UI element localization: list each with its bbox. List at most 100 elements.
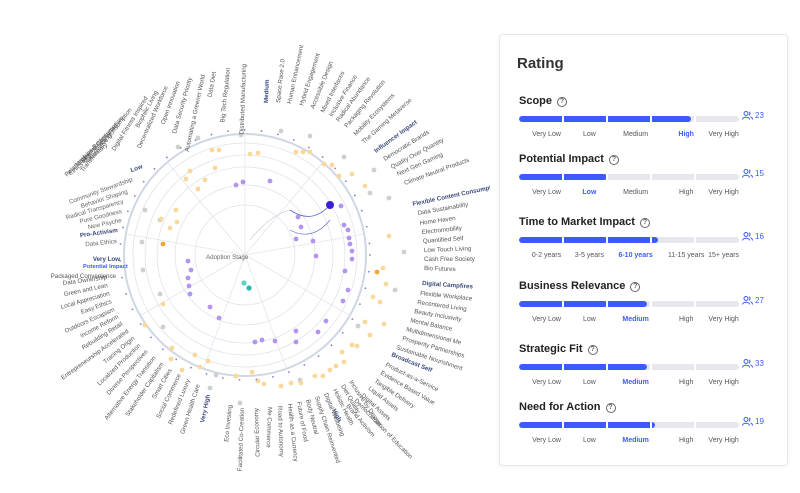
rating-option[interactable]: Low [582,131,596,138]
participants-count[interactable]: 19 [742,417,764,426]
rating-option[interactable]: Medium [623,189,649,196]
trend-dot[interactable] [349,248,355,254]
rating-option[interactable]: Very High [708,316,739,323]
trend-dot[interactable] [272,338,278,344]
trend-dot[interactable] [288,380,294,386]
trend-dot[interactable] [349,342,355,348]
trend-dot[interactable] [293,149,299,155]
trend-dot[interactable] [174,219,180,225]
trend-dot[interactable] [187,168,193,174]
trend-dot[interactable] [295,214,301,220]
rating-option[interactable]: Very Low [532,131,561,138]
trend-dot[interactable] [307,133,313,139]
rating-slider[interactable] [519,301,739,307]
trend-dot[interactable] [293,328,299,334]
rating-option[interactable]: Low [582,316,596,323]
trend-dot[interactable] [380,265,386,271]
trend-dot[interactable] [341,154,347,160]
trend-dot[interactable] [298,380,304,386]
trend-dot[interactable] [293,236,299,242]
ring-label[interactable]: Low [130,163,144,174]
ring-label[interactable]: Medium [263,79,271,103]
trend-dot[interactable] [354,343,360,349]
rating-option[interactable]: Very Low [532,379,561,386]
rating-option[interactable]: Medium [623,131,649,138]
trend-dot[interactable] [310,238,316,244]
trend-dot[interactable] [336,173,342,179]
trend-dot[interactable] [349,256,355,262]
trend-dot[interactable] [300,149,306,155]
trend-dot[interactable] [195,186,201,192]
trend-dot[interactable] [167,225,173,231]
trend-dot[interactable] [195,135,201,141]
trend-dot[interactable] [320,373,326,379]
trend-label[interactable]: Digital Campfires [422,280,474,291]
trend-dot[interactable] [192,352,198,358]
trend-dot[interactable] [367,332,373,338]
trend-label[interactable]: Facilitated Co-Creation [237,407,246,471]
trend-dot[interactable] [338,203,344,209]
trend-dot[interactable] [160,301,166,307]
trend-dot[interactable] [259,337,265,343]
participants-count[interactable]: 27 [742,296,764,305]
ring-note[interactable]: Potential Impact [83,264,128,270]
trend-dot[interactable] [381,321,387,327]
participants-count[interactable]: 23 [742,111,764,120]
rating-option[interactable]: Medium [622,437,649,444]
trend-dot[interactable] [158,216,164,222]
trend-dot[interactable] [341,222,347,228]
rating-option[interactable]: 6-10 years [618,252,653,259]
trend-label[interactable]: Circular Economy [253,407,262,457]
trend-dot[interactable] [179,367,185,373]
trend-dot[interactable] [160,324,166,330]
trend-dot[interactable] [347,241,353,247]
trend-dot[interactable] [197,364,203,370]
participants-count[interactable]: 16 [742,232,764,241]
trend-dot[interactable] [183,176,189,182]
trend-dot[interactable] [240,179,246,185]
rating-option[interactable]: 11-15 years [667,252,705,259]
trend-dot[interactable] [202,177,208,183]
rating-option[interactable]: High [678,316,694,323]
info-icon[interactable]: ? [639,218,650,228]
rating-slider[interactable] [519,237,739,243]
trend-dot[interactable] [329,162,335,168]
trend-dot[interactable] [207,385,213,391]
trend-dot[interactable] [238,132,244,138]
trend-dot[interactable] [212,165,218,171]
trend-dot[interactable] [386,195,392,201]
rating-option[interactable]: 0-2 years [531,252,562,259]
trend-label[interactable]: Big Tech Regulation [219,67,232,123]
rating-slider[interactable] [519,116,739,122]
trend-dot[interactable] [160,241,166,247]
trend-label[interactable]: Packaged Convenience [51,273,117,280]
participants-count[interactable]: 15 [742,169,764,178]
trend-dot[interactable] [401,249,407,255]
trend-label[interactable]: Data Diet [207,71,218,98]
trend-dot[interactable] [216,315,222,321]
trend-label[interactable]: Eco Investing [223,404,234,442]
rating-option[interactable]: 15+ years [708,252,740,259]
trend-dot[interactable] [346,235,352,241]
trend-label[interactable]: Data Ethics [85,238,117,248]
trend-label[interactable]: Space Race 2.0 [275,58,287,103]
trend-dot[interactable] [169,345,175,351]
rating-option[interactable]: Very High [708,131,739,138]
trend-dot[interactable] [392,287,398,293]
rating-option[interactable]: Medium [622,316,649,323]
trend-dot[interactable] [340,298,346,304]
rating-option[interactable]: High [678,379,694,386]
ring-label[interactable]: Very Low [93,256,120,263]
trend-dot[interactable] [255,150,261,156]
rating-option[interactable]: 3-5 years [574,252,604,259]
trend-dot[interactable] [252,339,258,345]
trend-dot[interactable] [377,299,383,305]
trend-dot[interactable] [267,178,273,184]
trend-dot[interactable] [237,400,243,406]
trend-label[interactable]: Democratization of Education [353,398,415,461]
participants-count[interactable]: 33 [742,359,764,368]
trend-dot[interactable] [321,161,327,167]
rating-slider[interactable] [519,364,739,370]
trend-label[interactable]: Transformative Consumption [79,106,134,173]
